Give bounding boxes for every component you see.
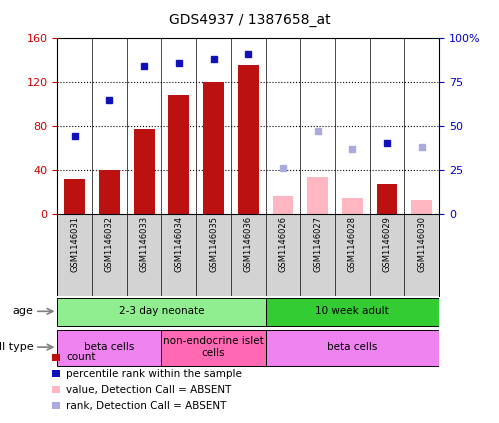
Text: GSM1146035: GSM1146035 (209, 216, 218, 272)
Text: GSM1146030: GSM1146030 (417, 216, 426, 272)
Bar (377, 184, 398, 214)
Bar (342, 198, 363, 214)
Bar (134, 129, 155, 214)
Bar (169, 95, 189, 214)
Text: 10 week adult: 10 week adult (315, 306, 389, 316)
Bar (57, 330, 162, 366)
Text: GSM1146031: GSM1146031 (70, 216, 79, 272)
Text: GSM1146032: GSM1146032 (105, 216, 114, 272)
Text: count: count (66, 352, 96, 363)
Bar (238, 66, 258, 214)
Text: cell type: cell type (0, 342, 33, 352)
Bar (162, 330, 265, 366)
Bar (99, 170, 120, 214)
Text: GDS4937 / 1387658_at: GDS4937 / 1387658_at (169, 13, 330, 27)
Bar (272, 196, 293, 214)
Text: age: age (12, 306, 33, 316)
Bar (64, 179, 85, 214)
Text: beta cells: beta cells (327, 342, 378, 352)
Bar (203, 82, 224, 214)
Text: rank, Detection Call = ABSENT: rank, Detection Call = ABSENT (66, 401, 227, 411)
Text: beta cells: beta cells (84, 342, 135, 352)
Text: GSM1146027: GSM1146027 (313, 216, 322, 272)
Text: non-endocrine islet
cells: non-endocrine islet cells (163, 336, 264, 358)
Text: GSM1146034: GSM1146034 (174, 216, 183, 272)
Bar (411, 201, 432, 214)
Bar (307, 177, 328, 214)
Text: value, Detection Call = ABSENT: value, Detection Call = ABSENT (66, 385, 232, 395)
Text: GSM1146029: GSM1146029 (383, 216, 392, 272)
Bar (57, 298, 265, 326)
Text: percentile rank within the sample: percentile rank within the sample (66, 368, 242, 379)
Bar (265, 330, 439, 366)
Text: GSM1146033: GSM1146033 (140, 216, 149, 272)
Text: GSM1146036: GSM1146036 (244, 216, 253, 272)
Text: GSM1146028: GSM1146028 (348, 216, 357, 272)
Bar (265, 298, 439, 326)
Text: GSM1146026: GSM1146026 (278, 216, 287, 272)
Text: 2-3 day neonate: 2-3 day neonate (119, 306, 204, 316)
